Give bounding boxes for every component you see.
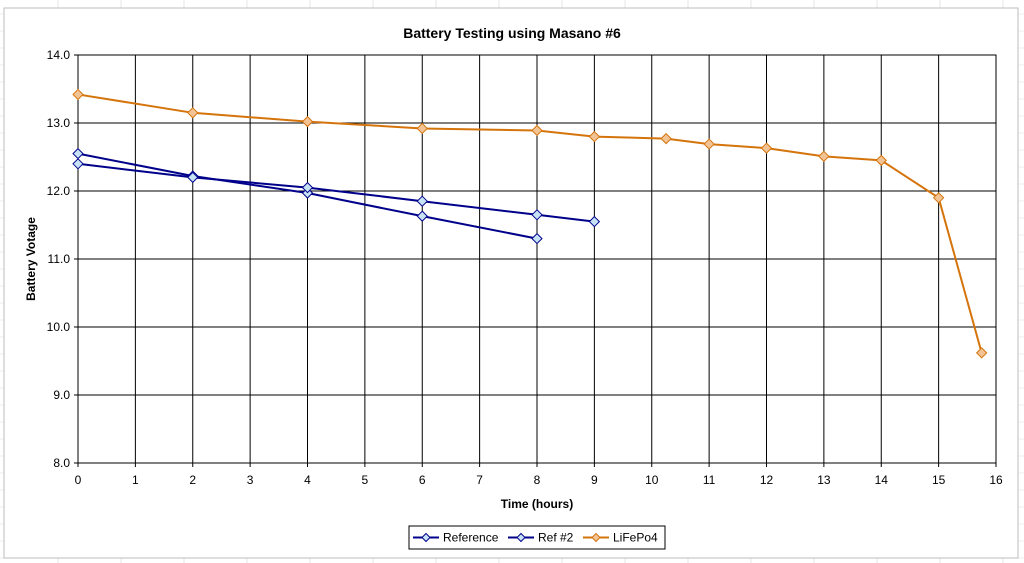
x-tick-label: 5: [362, 473, 369, 487]
data-point-lifepo4: [531, 124, 543, 137]
data-point-lifepo4: [703, 138, 715, 150]
data-point-ref-2: [531, 209, 543, 221]
y-tick-label: 12.0: [47, 184, 71, 198]
data-point-ref-2: [588, 215, 601, 228]
x-tick-label: 11: [703, 473, 716, 487]
series-lifepo4: [72, 88, 988, 359]
legend-marker-reference: [421, 532, 431, 543]
y-tick-label: 14.0: [47, 48, 71, 62]
chart-title: Battery Testing using Masano #6: [403, 25, 621, 41]
data-point-ref-2: [187, 171, 199, 184]
x-tick-label: 6: [419, 473, 426, 487]
legend-item-reference: Reference: [413, 531, 499, 545]
y-tick-label: 8.0: [53, 456, 70, 470]
data-point-ref-2: [416, 195, 428, 207]
x-tick-label: 16: [989, 473, 1003, 487]
x-tick-label: 10: [645, 473, 659, 487]
y-tick-label: 13.0: [47, 116, 71, 130]
x-tick-label: 12: [760, 473, 774, 487]
x-tick-label: 14: [875, 473, 889, 487]
x-tick-label: 2: [189, 473, 196, 487]
legend-label-ref-2: Ref #2: [538, 531, 574, 545]
legend-items: Reference Ref #2 LiFePo4: [413, 531, 658, 545]
data-point-reference: [416, 210, 428, 222]
series-layer: [72, 88, 988, 359]
plot-grid: [77, 54, 997, 464]
y-tick-label: 9.0: [53, 388, 70, 402]
data-point-reference: [531, 232, 543, 245]
legend-label-lifepo4: LiFePo4: [613, 531, 658, 545]
data-point-lifepo4: [818, 150, 830, 163]
x-axis-title: Time (hours): [501, 497, 573, 511]
x-axis-ticks: 0 1 2 3 4 5 6 7 8 9 10 11 12 13 14 15 16: [75, 463, 1003, 487]
x-tick-label: 4: [304, 473, 311, 487]
x-tick-label: 0: [75, 473, 82, 487]
data-point-ref-2: [72, 158, 84, 170]
y-axis-ticks: 8.0 9.0 10.0 11.0 12.0 13.0 14.0: [47, 48, 78, 470]
y-tick-label: 11.0: [48, 252, 71, 266]
data-point-lifepo4: [187, 107, 199, 119]
x-tick-label: 3: [247, 473, 254, 487]
x-tick-label: 13: [817, 473, 831, 487]
legend-marker-lifepo4: [591, 532, 601, 543]
data-point-lifepo4: [660, 132, 672, 145]
data-point-lifepo4: [760, 142, 773, 154]
x-tick-label: 7: [476, 473, 483, 487]
legend-label-reference: Reference: [443, 531, 499, 545]
data-point-lifepo4: [72, 88, 84, 101]
data-point-lifepo4: [975, 347, 988, 359]
data-point-ref-2: [301, 181, 314, 194]
data-point-lifepo4: [301, 115, 314, 128]
data-point-lifepo4: [588, 130, 601, 143]
legend-item-lifepo4: LiFePo4: [583, 531, 658, 545]
series-line-ref-2: [77, 162, 595, 223]
legend-box: [408, 525, 666, 550]
x-tick-label: 1: [132, 473, 139, 487]
x-tick-label: 8: [534, 473, 541, 487]
y-axis-title: Battery Votage: [24, 217, 38, 301]
x-tick-label: 15: [932, 473, 946, 487]
data-point-lifepo4: [875, 154, 887, 167]
series-ref-2: [72, 158, 601, 228]
legend: Reference Ref #2 LiFePo4: [408, 525, 666, 550]
y-tick-label: 10.0: [47, 320, 71, 334]
data-point-lifepo4: [932, 192, 945, 204]
data-point-lifepo4: [416, 122, 428, 135]
legend-item-ref-2: Ref #2: [508, 531, 574, 545]
x-tick-label: 9: [591, 473, 598, 487]
legend-marker-ref-2: [516, 532, 526, 543]
